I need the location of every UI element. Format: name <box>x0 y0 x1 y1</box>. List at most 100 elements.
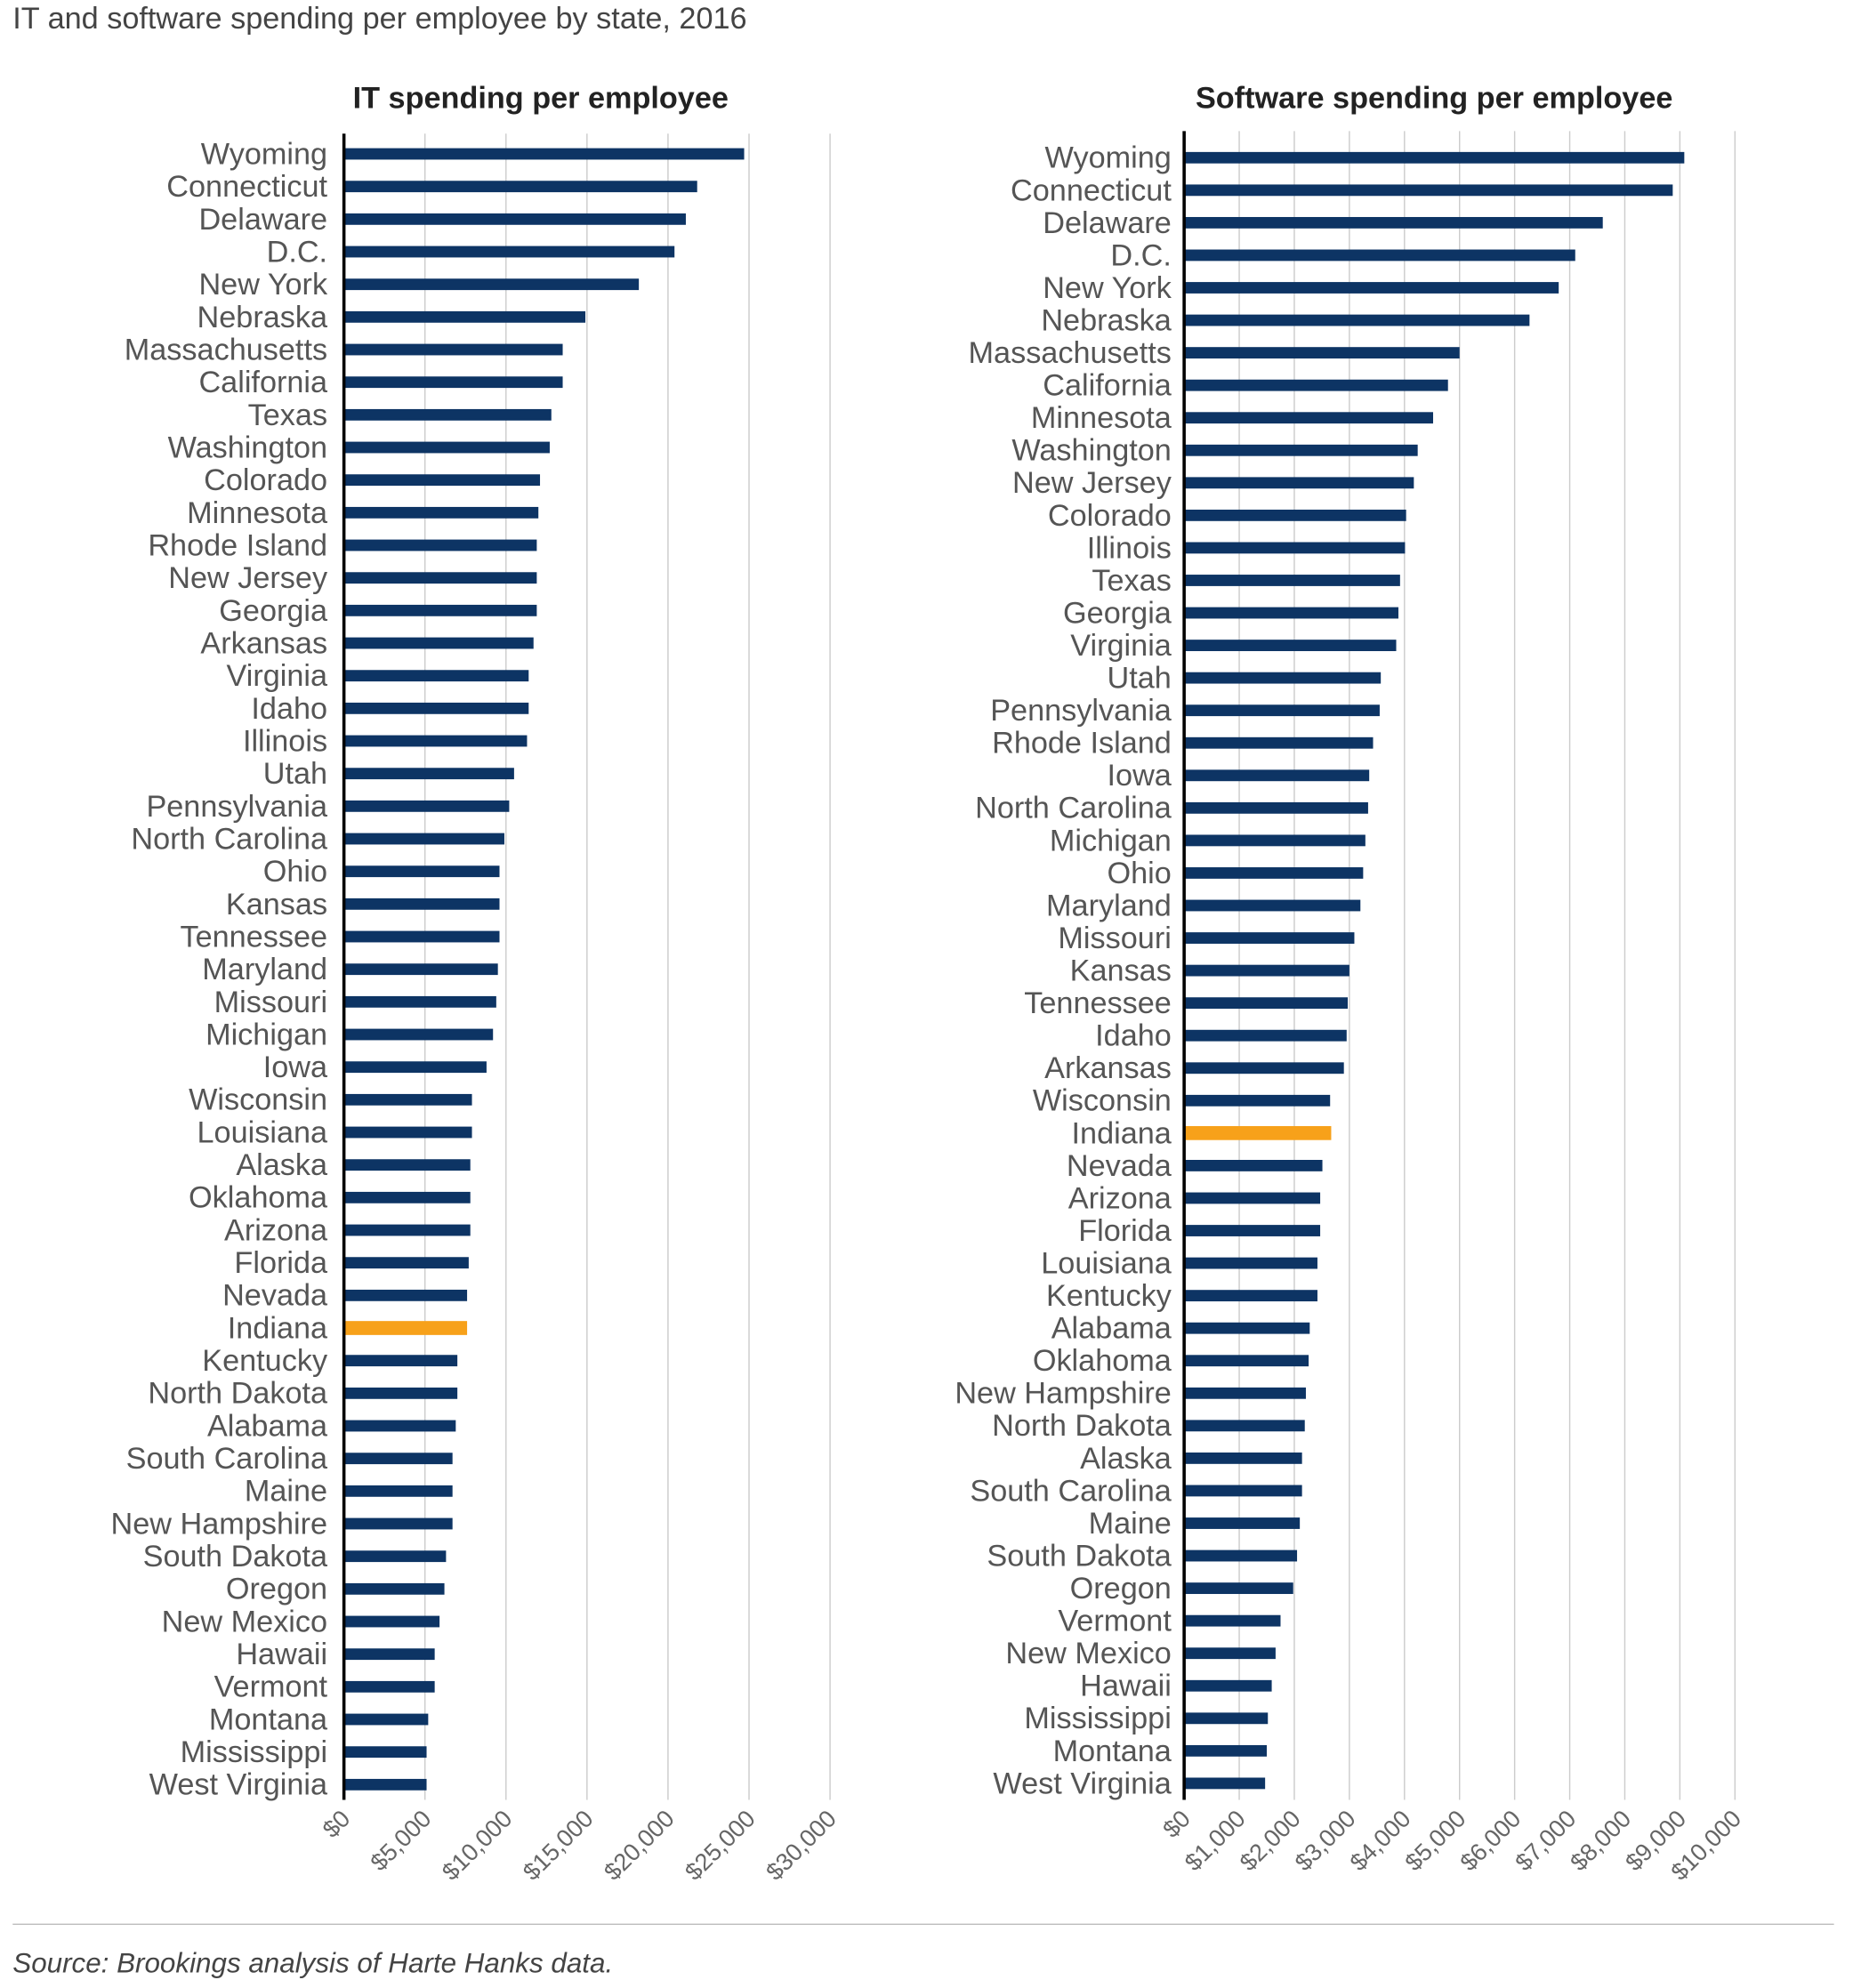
bar <box>343 833 504 845</box>
x-tick-label: $8,000 <box>1565 1805 1637 1877</box>
bar <box>343 1126 472 1139</box>
bar <box>343 1582 445 1595</box>
bar <box>343 506 539 519</box>
bar <box>343 1453 453 1465</box>
category-label: Wisconsin <box>189 1083 327 1117</box>
bar <box>343 572 537 584</box>
category-label: Michigan <box>1050 824 1172 857</box>
bar <box>343 1615 440 1628</box>
category-label: Pennsylvania <box>990 694 1172 728</box>
category-label: California <box>198 366 328 399</box>
category-label: South Carolina <box>970 1474 1172 1508</box>
category-label: Arizona <box>224 1213 328 1247</box>
category-label: Vermont <box>1058 1605 1172 1638</box>
category-label: Kansas <box>1070 954 1172 988</box>
x-tick-label: $3,000 <box>1289 1805 1361 1877</box>
bar <box>343 376 563 389</box>
category-label: Indiana <box>1072 1116 1172 1150</box>
category-label: Delaware <box>198 203 327 237</box>
category-label: Alaska <box>236 1148 328 1182</box>
bar <box>343 181 697 193</box>
category-label: Vermont <box>214 1670 328 1704</box>
bar <box>343 1648 435 1661</box>
category-label: Alabama <box>1051 1312 1172 1346</box>
category-label: California <box>1043 369 1172 403</box>
bar-highlight <box>343 1321 468 1335</box>
category-label: Iowa <box>263 1050 328 1084</box>
category-label: Montana <box>209 1702 328 1736</box>
category-label: Georgia <box>219 594 328 628</box>
bar <box>343 670 529 682</box>
category-label: Idaho <box>1095 1019 1172 1053</box>
bar <box>343 1485 453 1497</box>
software-panel-title: Software spending per employee <box>1196 82 1672 116</box>
bar <box>343 1257 469 1269</box>
bar <box>1184 899 1361 912</box>
bar <box>1184 1355 1309 1367</box>
bar <box>1184 509 1406 521</box>
bar <box>1184 607 1398 619</box>
bar <box>343 800 510 812</box>
category-label: Missouri <box>214 986 327 1019</box>
category-label: New Hampshire <box>955 1377 1172 1411</box>
bar <box>343 1517 453 1530</box>
bar <box>343 897 500 910</box>
bar <box>1184 704 1380 717</box>
bar <box>343 1093 472 1106</box>
bar <box>1184 1192 1321 1204</box>
bar <box>343 1355 458 1367</box>
bar <box>343 539 537 551</box>
bar <box>343 1061 487 1074</box>
bar <box>1184 1777 1266 1790</box>
category-label: Maine <box>1089 1507 1172 1541</box>
x-tick-label: $20,000 <box>599 1805 680 1886</box>
category-label: Ohio <box>263 855 327 889</box>
category-label: Kentucky <box>1046 1279 1172 1313</box>
category-label: South Dakota <box>143 1540 328 1573</box>
category-label: Missouri <box>1058 922 1171 955</box>
category-label: Maryland <box>202 953 327 986</box>
category-label: New Jersey <box>1012 466 1172 500</box>
category-label: Nebraska <box>197 301 328 334</box>
x-tick-label: $2,000 <box>1234 1805 1306 1877</box>
bar <box>1184 1322 1310 1334</box>
software-spending-panel: Software spending per employee $0$1,000$… <box>955 82 1746 1886</box>
category-label: Connecticut <box>166 170 327 204</box>
category-label: Washington <box>168 431 328 464</box>
it-panel-title: IT spending per employee <box>353 82 729 116</box>
bar <box>1184 1029 1347 1042</box>
category-label: Alaska <box>1080 1442 1172 1476</box>
category-label: Iowa <box>1108 759 1172 793</box>
category-label: Massachusetts <box>969 336 1172 370</box>
category-label: Louisiana <box>197 1115 329 1149</box>
x-tick-label: $7,000 <box>1510 1805 1582 1877</box>
category-label: West Virginia <box>993 1767 1172 1800</box>
bar <box>1184 542 1406 554</box>
category-label: Tennessee <box>1024 986 1172 1020</box>
category-label: Washington <box>1011 434 1172 468</box>
bar <box>1184 1549 1298 1562</box>
bar <box>1184 1420 1305 1432</box>
bar <box>1184 347 1460 359</box>
bar <box>1184 1257 1317 1269</box>
category-label: New Mexico <box>162 1605 327 1638</box>
category-label: Rhode Island <box>992 727 1172 761</box>
bar <box>1184 997 1349 1010</box>
bar <box>343 1420 456 1432</box>
bar <box>343 1550 447 1563</box>
bar <box>343 245 675 258</box>
category-label: Minnesota <box>1031 401 1172 435</box>
category-label: Montana <box>1053 1734 1172 1768</box>
bar <box>343 702 529 714</box>
category-label: Delaware <box>1043 206 1172 240</box>
bar <box>1184 867 1364 879</box>
category-label: D.C. <box>267 235 327 269</box>
category-label: Kansas <box>226 888 327 922</box>
bar <box>343 768 514 780</box>
x-tick-label: $25,000 <box>680 1805 761 1886</box>
bar <box>343 1746 427 1759</box>
category-label: Illinois <box>243 724 327 758</box>
category-label: Oregon <box>1070 1572 1172 1606</box>
category-label: Wisconsin <box>1033 1084 1172 1118</box>
bar <box>1184 1679 1272 1692</box>
